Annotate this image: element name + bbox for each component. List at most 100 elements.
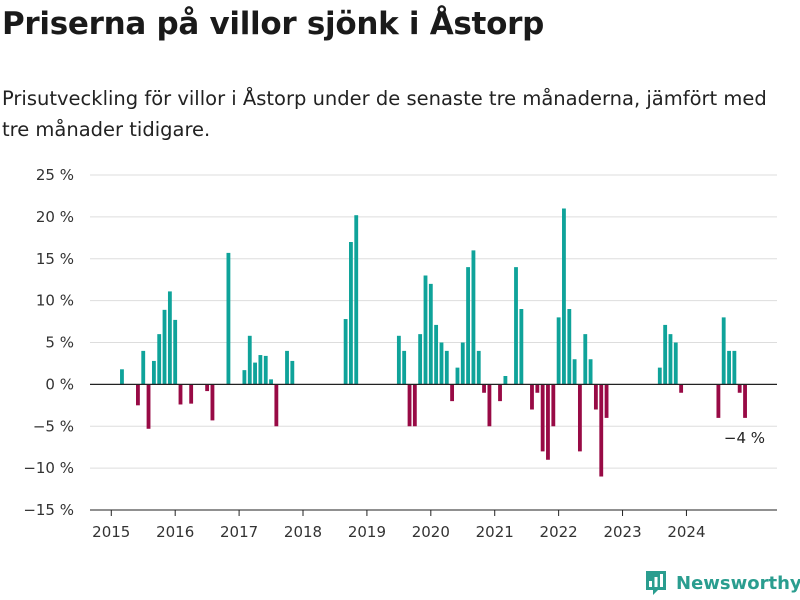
bar-positive	[460, 342, 465, 385]
x-tick-label: 2021	[476, 523, 514, 541]
x-tick-label: 2015	[92, 523, 130, 541]
y-tick-label: 5 %	[45, 334, 74, 352]
bar-positive	[673, 342, 678, 385]
y-tick-label: 10 %	[36, 292, 74, 310]
bar-positive	[402, 350, 407, 385]
bar-positive	[269, 379, 273, 385]
newsworthy-logo-text: Newsworthy	[676, 572, 800, 594]
bar-positive	[663, 324, 668, 385]
bar-negative	[412, 384, 417, 427]
bar-negative	[743, 384, 747, 418]
bar-positive	[258, 355, 263, 385]
bar-positive	[562, 208, 566, 385]
bar-negative	[535, 384, 540, 393]
bar-positive	[253, 362, 257, 385]
x-tick-label: 2022	[540, 523, 578, 541]
x-tick-label: 2018	[284, 523, 322, 541]
newsworthy-logo-icon	[646, 571, 666, 595]
bar-negative	[487, 384, 492, 427]
y-tick-label: 0 %	[45, 375, 74, 393]
bar-positive	[423, 275, 428, 385]
bar-negative	[530, 384, 534, 410]
bar-positive	[732, 350, 737, 385]
bar-positive	[226, 252, 231, 385]
bar-positive	[349, 242, 353, 385]
bar-negative	[189, 384, 194, 404]
x-tick-label: 2024	[667, 523, 705, 541]
bar-positive	[471, 250, 476, 385]
bar-positive	[434, 324, 439, 385]
bar-positive	[466, 267, 470, 385]
bar-positive	[263, 355, 268, 385]
y-tick-label: −10 %	[23, 459, 74, 477]
bar-positive	[162, 309, 167, 385]
bar-positive	[242, 370, 247, 385]
bar-positive	[173, 319, 178, 385]
bar-positive	[668, 334, 673, 385]
bar-negative	[210, 384, 215, 421]
bar-negative	[274, 384, 279, 427]
bar-negative	[679, 384, 684, 393]
bar-negative	[737, 384, 742, 393]
annotations: −4 %	[724, 429, 765, 447]
bar-positive	[428, 283, 433, 385]
y-axis-labels: −15 % −10 % −5 % 0 % 5 % 10 % 15 % 20 % 25 %	[23, 166, 74, 519]
bar-positive	[247, 335, 252, 385]
chart-title: Priserna på villor sjönk i Åstorp	[2, 6, 544, 42]
gridlines	[90, 174, 777, 511]
bar-positive	[285, 350, 289, 385]
bar-positive	[503, 376, 508, 385]
bar-positive	[120, 369, 124, 385]
bars	[120, 208, 747, 477]
y-tick-label: 15 %	[36, 250, 74, 268]
bar-positive	[444, 350, 449, 385]
y-tick-label: −15 %	[23, 501, 74, 519]
bar-negative	[546, 384, 550, 460]
x-tick-label: 2023	[603, 523, 641, 541]
bar-negative	[136, 384, 140, 406]
bar-negative	[551, 384, 556, 427]
bar-negative	[407, 384, 412, 427]
bar-positive	[157, 334, 162, 385]
bar-positive	[290, 360, 295, 385]
bar-positive	[727, 350, 731, 385]
bar-positive	[567, 309, 572, 385]
bar-negative	[482, 384, 486, 393]
bar-negative	[604, 384, 609, 418]
bar-positive	[556, 317, 561, 385]
x-tick-label: 2016	[156, 523, 194, 541]
y-tick-label: 25 %	[36, 166, 74, 184]
bar-negative	[593, 384, 598, 410]
newsworthy-logo: Newsworthy	[644, 569, 800, 597]
bar-positive	[519, 309, 524, 385]
bar-negative	[178, 384, 183, 405]
bar-positive	[455, 367, 460, 385]
bar-positive	[572, 359, 577, 385]
y-tick-label: 20 %	[36, 208, 74, 226]
bar-negative	[450, 384, 455, 402]
bar-negative	[540, 384, 545, 452]
bar-positive	[721, 317, 726, 385]
last-value-annotation: −4 %	[724, 429, 765, 447]
bar-negative	[577, 384, 582, 452]
bar-positive	[396, 335, 401, 385]
bar-positive	[514, 267, 518, 385]
x-tick-label: 2019	[348, 523, 386, 541]
bar-positive	[354, 215, 359, 385]
bar-negative	[599, 384, 604, 477]
x-tick-label: 2020	[412, 523, 450, 541]
bar-positive	[141, 350, 146, 385]
bar-positive	[583, 334, 588, 385]
bar-negative	[146, 384, 151, 429]
bar-negative	[716, 384, 721, 418]
bar-positive	[439, 342, 444, 385]
x-tick-label: 2017	[220, 523, 258, 541]
bar-positive	[151, 360, 156, 385]
bar-positive	[167, 291, 172, 385]
bar-negative	[205, 384, 210, 392]
bar-positive	[476, 350, 481, 385]
bar-positive	[418, 334, 423, 385]
bar-negative	[498, 384, 502, 402]
bar-positive	[343, 319, 348, 385]
chart-subtitle: Prisutveckling för villor i Åstorp under…	[2, 87, 767, 141]
